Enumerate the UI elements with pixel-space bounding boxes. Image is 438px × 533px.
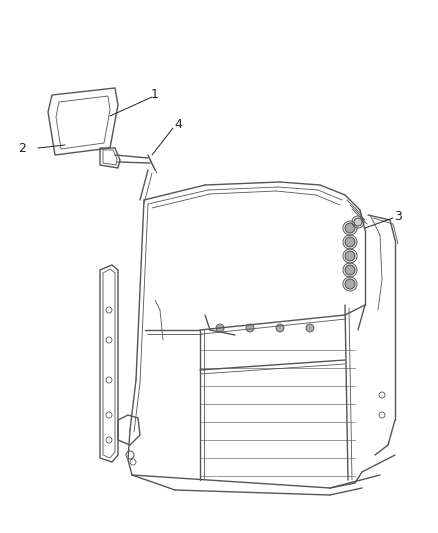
Text: 2: 2 bbox=[18, 141, 26, 155]
Circle shape bbox=[216, 324, 224, 332]
Circle shape bbox=[345, 279, 355, 289]
Circle shape bbox=[345, 237, 355, 247]
Text: 1: 1 bbox=[151, 88, 159, 101]
Circle shape bbox=[306, 324, 314, 332]
Circle shape bbox=[276, 324, 284, 332]
Text: 3: 3 bbox=[394, 209, 402, 222]
Circle shape bbox=[354, 218, 362, 226]
Circle shape bbox=[246, 324, 254, 332]
Circle shape bbox=[345, 223, 355, 233]
Circle shape bbox=[345, 265, 355, 275]
Circle shape bbox=[345, 251, 355, 261]
Text: 4: 4 bbox=[174, 118, 182, 132]
